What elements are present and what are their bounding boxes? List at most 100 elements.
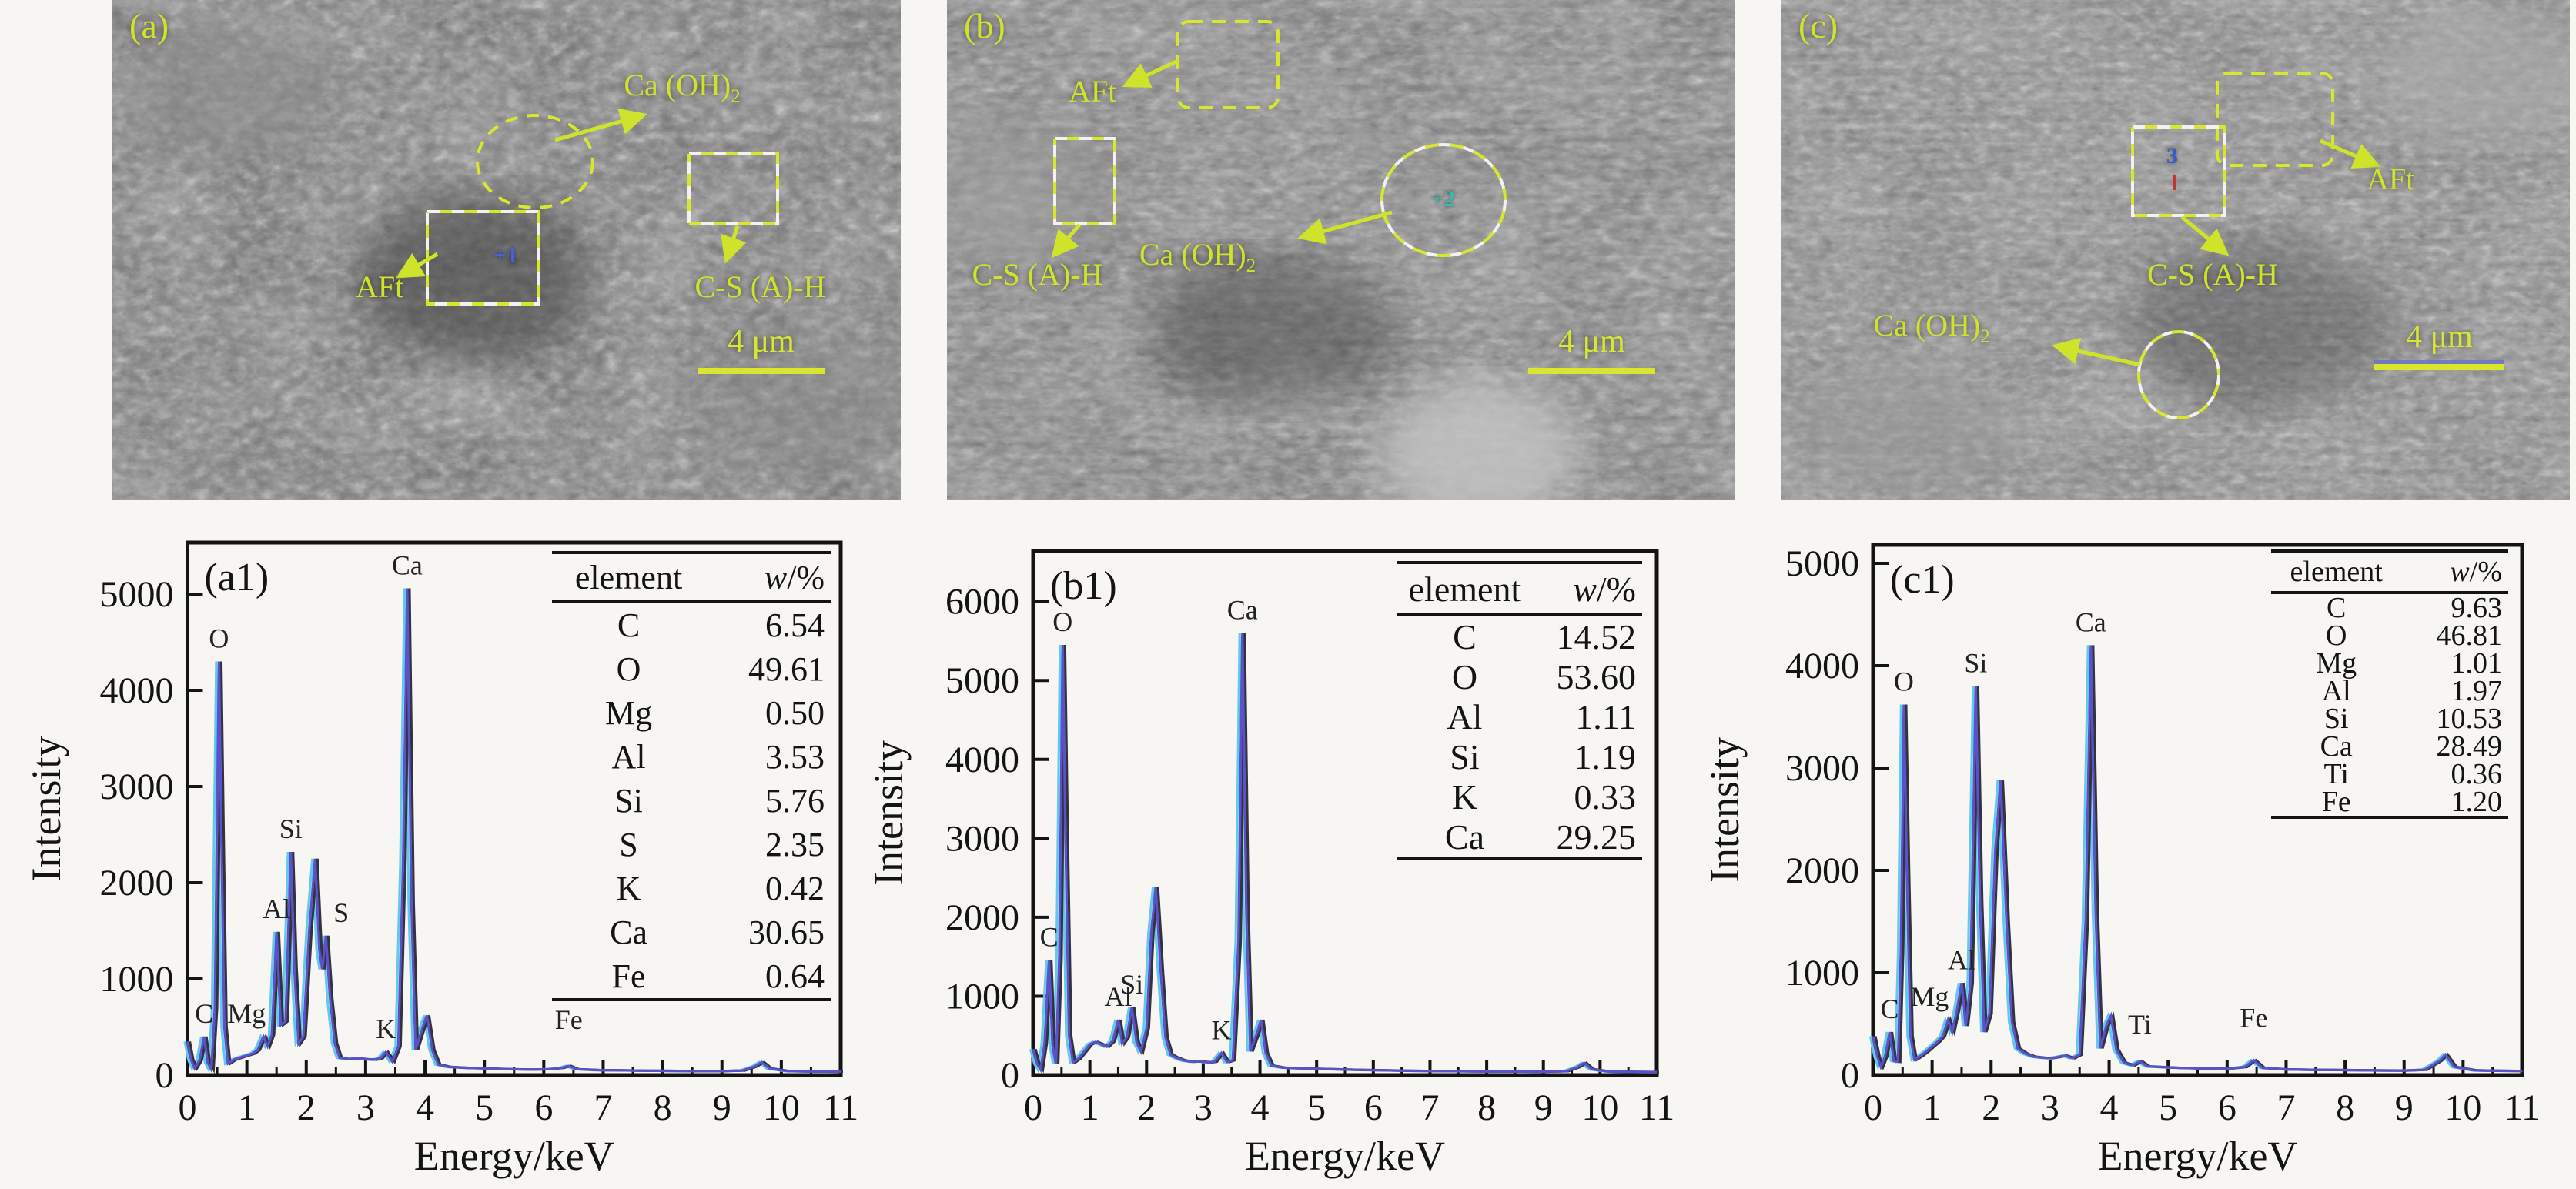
element-symbol: Ca (1444, 817, 1484, 857)
x-tick-label: 9 (2395, 1087, 2414, 1128)
x-tick-label: 8 (1477, 1087, 1496, 1128)
peak-label-Si: Si (1120, 969, 1143, 1000)
element-symbol: O (616, 650, 641, 688)
x-tick-label: 11 (823, 1087, 858, 1128)
y-tick-label: 2000 (945, 897, 1019, 938)
x-tick-label: 4 (2100, 1087, 2119, 1128)
label-aft: AFt (1069, 74, 1117, 109)
table-row-S: S 2.35 (552, 823, 831, 867)
x-tick-label: 11 (2504, 1087, 2540, 1128)
element-symbol: Fe (611, 957, 646, 995)
panel-label-a: (a) (129, 6, 169, 45)
table-header-element: element (1408, 569, 1521, 609)
arrow-aft (1122, 58, 1181, 88)
element-weight: 5.76 (764, 782, 825, 820)
x-tick-label: 7 (1420, 1087, 1439, 1128)
x-tick-label: 5 (1307, 1087, 1326, 1128)
peak-label-O: O (209, 623, 229, 654)
table-row-Si: Si 1.19 (1397, 736, 1642, 777)
y-tick-label: 5000 (100, 574, 174, 615)
arrow-aft (395, 252, 439, 279)
table-row-Fe: Fe 1.20 (2271, 786, 2508, 818)
element-weight: 1.20 (2451, 786, 2502, 818)
panel-label-b: (b) (964, 6, 1005, 45)
y-tick-label: 3000 (945, 818, 1019, 859)
element-symbol: Si (614, 782, 643, 820)
peak-label-Ca: Ca (1227, 595, 1258, 626)
y-tick-label: 6000 (945, 582, 1019, 623)
table-row-C: C 9.63 (2271, 592, 2508, 624)
x-axis-title: Energy/keV (414, 1133, 614, 1179)
table-row-Si: Si 10.53 (2271, 703, 2508, 735)
element-weight: 0.50 (764, 694, 825, 732)
peak-label-Fe: Fe (2240, 1003, 2267, 1034)
arrow-aft (2320, 139, 2381, 169)
table-row-Al: Al 1.97 (2271, 675, 2508, 707)
x-tick-label: 4 (416, 1087, 434, 1128)
table-header-w: w/% (2450, 556, 2502, 588)
label-caoh2: Ca (OH)2 (624, 68, 741, 107)
peak-label-C: C (195, 998, 213, 1029)
element-weight: 3.53 (764, 738, 825, 776)
roi-box-csah (687, 152, 779, 225)
roi-box-aft (1176, 20, 1280, 109)
x-tick-label: 6 (1364, 1087, 1383, 1128)
spectrum-plot-b1: 0 1 2 3 4 5 6 7 8 9 10 110100020003000400050006000E… (870, 549, 1674, 1179)
peak-label-Ca: Ca (392, 550, 423, 581)
y-tick-label: 2000 (100, 863, 174, 903)
sem-texture-b (947, 0, 1735, 500)
peak-label-Mg: Mg (1910, 981, 1949, 1012)
y-tick-label: 2000 (1785, 850, 1859, 891)
element-weight: 1.11 (1575, 696, 1636, 736)
table-row-Mg: Mg 1.01 (2271, 647, 2508, 680)
element-symbol: Ti (2323, 758, 2349, 790)
spectrum-curve (1872, 645, 2523, 1073)
x-tick-label: 6 (534, 1087, 553, 1128)
x-tick-label: 3 (2041, 1087, 2059, 1128)
x-axis-title: Energy/keV (1245, 1133, 1445, 1179)
eds-spot-marker-1: +1 (493, 242, 519, 268)
peak-label-Al: Al (1948, 944, 1975, 975)
x-tick-label: 2 (297, 1087, 316, 1128)
element-symbol: Al (2321, 675, 2351, 707)
x-tick-label: 0 (1864, 1087, 1882, 1128)
x-tick-label: 10 (1581, 1087, 1618, 1128)
roi-box-csah (2131, 125, 2226, 217)
arrow-csah (2180, 215, 2230, 256)
peak-label-C: C (1040, 921, 1059, 952)
element-symbol: Si (2323, 703, 2349, 735)
element-symbol: Fe (2321, 786, 2351, 818)
x-tick-label: 9 (1534, 1087, 1553, 1128)
subplot-label: (b1) (1050, 564, 1117, 608)
table-row-Ti: Ti 0.36 (2271, 758, 2508, 790)
arrow-caoh2 (1297, 210, 1393, 245)
arrow-caoh2 (554, 108, 647, 142)
element-weight: 53.60 (1556, 656, 1636, 696)
element-weight: 29.25 (1556, 817, 1636, 857)
x-tick-label: 10 (2444, 1087, 2481, 1128)
table-header-w: w/% (764, 558, 825, 596)
element-weight: 49.61 (748, 650, 825, 688)
x-tick-label: 2 (1137, 1087, 1156, 1128)
x-tick-label: 11 (1639, 1087, 1674, 1128)
element-table-a1: element w/% C 6.54 O 49.61 Mg 0.50 Al 3.53 Si 5.76 S… (552, 551, 831, 1001)
x-tick-label: 9 (713, 1087, 731, 1128)
x-axis-title: Energy/keV (2098, 1133, 2298, 1179)
scale-bar (698, 368, 825, 374)
element-weight: 14.52 (1556, 616, 1636, 656)
table-header-element: element (574, 558, 683, 596)
peak-label-Fe: Fe (555, 1004, 583, 1035)
peak-label-Ca: Ca (2076, 606, 2106, 637)
table-row-Fe: Fe 0.64 (552, 954, 831, 998)
peak-label-Mg: Mg (227, 998, 266, 1029)
table-row-O: O 53.60 (1397, 656, 1642, 696)
table-row-K: K 0.42 (552, 867, 831, 910)
eds-spectrum-chart-b1: 0 1 2 3 4 5 6 7 8 9 10 11 0 1000 2000 3000 4000 5000 6000 E… (870, 523, 1705, 1189)
arrow-csah (721, 225, 747, 264)
peak-label-O: O (1894, 666, 1914, 696)
element-weight: 1.97 (2451, 675, 2502, 707)
spectrum-curve (1032, 633, 1658, 1074)
element-symbol: Mg (2316, 647, 2357, 680)
peak-label-S: S (333, 897, 349, 928)
label-csah: C-S (A)-H (972, 257, 1103, 292)
